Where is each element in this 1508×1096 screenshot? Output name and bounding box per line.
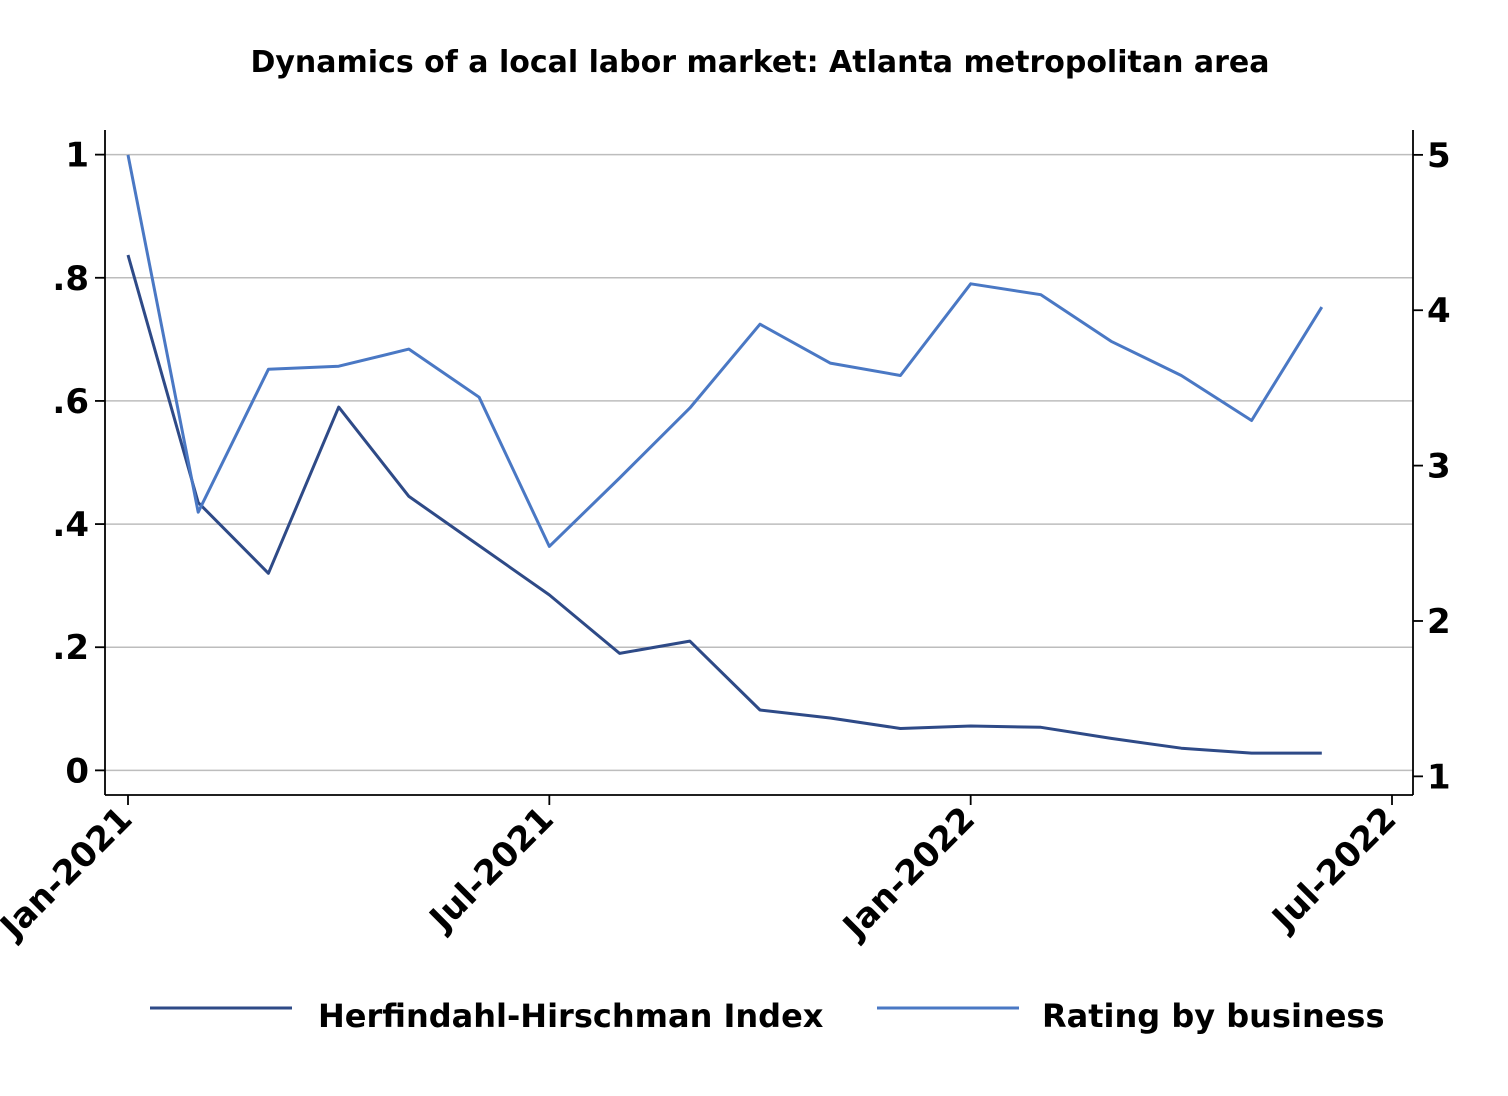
right-y-tick-label: 4 [1427,291,1451,331]
ticks: 0 .2 .4 .6 .8 1 1 2 3 4 5 Jan-2021 Jul-2021 Jan-2022 J… [0,136,1451,948]
chart-title: Dynamics of a local labor market: Atlant… [250,45,1269,80]
left-y-tick-label: 1 [65,136,89,176]
series [126,154,1324,755]
x-tick-label: Jul-2022 [1263,799,1404,940]
series-line-rating [126,154,1324,548]
legend-label-hhi: Herfindahl-Hirschman Index [318,997,824,1035]
gridlines [105,153,1413,772]
series-line-hhi [126,254,1322,755]
x-tick-label: Jan-2021 [0,799,140,948]
right-y-tick-label: 3 [1427,447,1451,487]
right-y-tick-label: 5 [1427,136,1451,176]
right-y-tick-label: 1 [1427,757,1451,797]
left-y-tick-label: .8 [52,259,89,299]
left-y-tick-label: .2 [52,628,89,668]
left-y-tick-label: .6 [52,382,89,422]
legend: Herfindahl-Hirschman Index Rating by bus… [150,997,1385,1035]
x-tick-label: Jan-2022 [834,799,983,948]
x-tick-label: Jul-2021 [421,799,562,940]
axes [104,130,1414,796]
right-y-tick-label: 2 [1427,602,1451,642]
left-y-tick-label: 0 [65,751,89,791]
legend-label-rating: Rating by business [1042,997,1385,1035]
left-y-tick-label: .4 [52,505,89,545]
